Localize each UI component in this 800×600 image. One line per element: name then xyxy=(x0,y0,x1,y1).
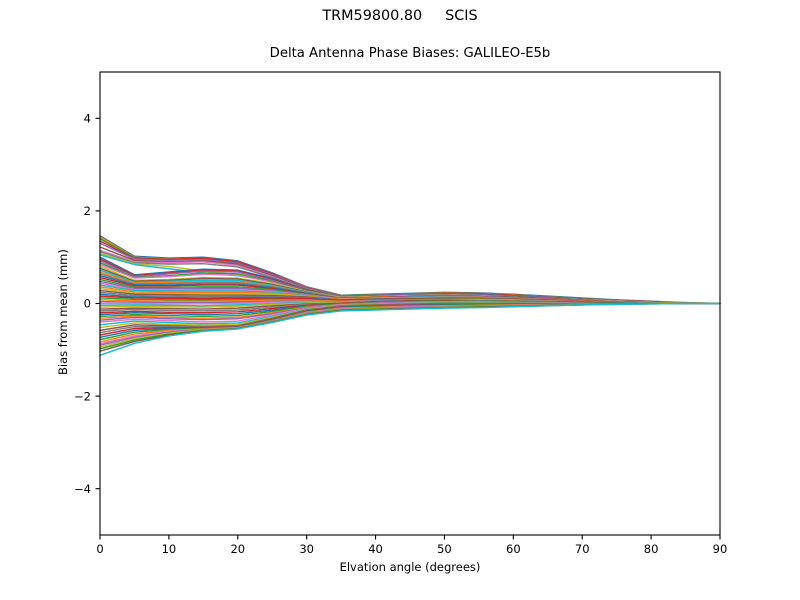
x-tick-label: 90 xyxy=(713,542,728,556)
x-tick-label: 60 xyxy=(506,542,521,556)
chart-title: Delta Antenna Phase Biases: GALILEO-E5b xyxy=(269,46,551,61)
data-lines-group xyxy=(99,235,721,357)
y-tick-label: −2 xyxy=(74,389,91,403)
tick-labels-group: 0 10 20 30 40 50 60 70 80 90 −4 −2 0 2 4 xyxy=(74,112,727,557)
x-tick-label: 30 xyxy=(299,542,314,556)
y-tick-label: 0 xyxy=(84,297,91,311)
x-tick-label: 50 xyxy=(437,542,452,556)
x-tick-label: 20 xyxy=(230,542,245,556)
x-tick-label: 40 xyxy=(368,542,383,556)
x-tick-label: 0 xyxy=(96,542,103,556)
x-axis-label: Elvation angle (degrees) xyxy=(339,560,481,574)
y-tick-label: −4 xyxy=(74,482,91,496)
x-tick-label: 10 xyxy=(162,542,177,556)
data-line xyxy=(99,302,721,357)
figure-suptitle: TRM59800.80 SCIS xyxy=(322,8,478,24)
y-tick-label: 2 xyxy=(84,204,91,218)
y-tick-label: 4 xyxy=(84,112,91,126)
x-tick-label: 70 xyxy=(575,542,590,556)
x-tick-label: 80 xyxy=(644,542,659,556)
